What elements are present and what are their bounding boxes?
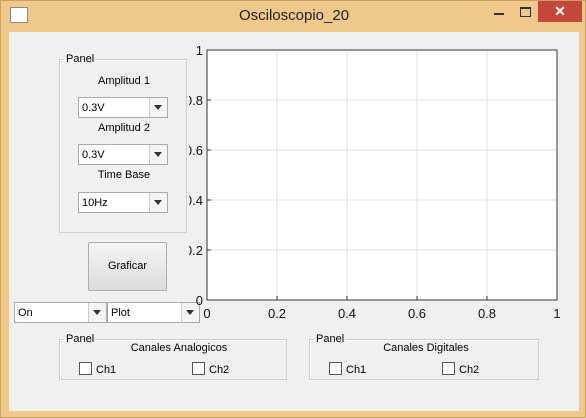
amplitude2-value: 0.3V	[82, 149, 105, 161]
chevron-down-icon	[149, 145, 167, 164]
digital-ch1-checkbox[interactable]: Ch1	[329, 362, 366, 376]
y-tick-label: 0.8	[189, 93, 203, 108]
analog-panel-title: Canales Analogicos	[130, 342, 228, 354]
chevron-down-icon	[88, 303, 106, 322]
digital-ch2-checkbox[interactable]: Ch2	[442, 362, 479, 376]
minimize-button[interactable]	[485, 1, 513, 22]
analog-ch1-label: Ch1	[96, 364, 117, 376]
time-base-value: 10Hz	[82, 197, 108, 209]
analog-channels-panel: Panel	[59, 333, 287, 380]
digital-ch2-label: Ch2	[459, 364, 480, 376]
checkbox-box[interactable]	[192, 362, 205, 375]
y-tick-label: 0.2	[189, 243, 203, 258]
analog-ch2-checkbox[interactable]: Ch2	[192, 362, 229, 376]
time-base-dropdown[interactable]: 10Hz	[78, 192, 168, 213]
chevron-down-icon	[149, 193, 167, 212]
window-title: Osciloscopio_20	[238, 7, 350, 24]
chevron-down-icon	[149, 98, 167, 117]
analog-ch2-label: Ch2	[209, 364, 230, 376]
y-tick-label: 0.6	[189, 143, 203, 158]
settings-panel-legend: Panel	[66, 53, 95, 65]
mode-dropdown[interactable]: On	[14, 302, 107, 323]
x-tick-label: 0.6	[408, 306, 426, 321]
checkbox-box[interactable]	[329, 362, 342, 375]
y-tick-label: 0	[196, 293, 203, 308]
client-area: Panel Amplitud 1 0.3V Amplitud 2 0.3V Ti…	[9, 32, 579, 411]
amplitude2-dropdown[interactable]: 0.3V	[78, 144, 168, 165]
x-tick-label: 0	[203, 306, 210, 321]
graficar-button[interactable]: Graficar	[88, 242, 167, 291]
amplitude1-label: Amplitud 1	[98, 75, 150, 87]
amplitude1-dropdown[interactable]: 0.3V	[78, 97, 168, 118]
x-tick-label: 0.2	[268, 306, 286, 321]
x-tick-label: 0.8	[478, 306, 496, 321]
close-icon: ✕	[554, 3, 566, 19]
amplitude2-label: Amplitud 2	[98, 122, 150, 134]
chevron-down-icon	[181, 303, 199, 322]
mode-value: On	[18, 307, 33, 319]
y-tick-label: 0.4	[189, 193, 203, 208]
close-button[interactable]: ✕	[538, 1, 582, 22]
plot-axes: 0 0.2 0.4 0.6 0.8 1 0 0.2 0.4 0.6 0.8 1	[189, 43, 561, 321]
oscilloscope-plot: 0 0.2 0.4 0.6 0.8 1 0 0.2 0.4 0.6 0.8 1	[189, 43, 561, 321]
digital-panel-legend: Panel	[316, 333, 345, 345]
plot-dropdown[interactable]: Plot	[107, 302, 200, 323]
plot-area	[207, 50, 557, 300]
x-tick-label: 1	[553, 306, 560, 321]
analog-panel-legend: Panel	[66, 333, 95, 345]
digital-ch1-label: Ch1	[346, 364, 367, 376]
plot-value: Plot	[111, 307, 130, 319]
y-tick-label: 1	[196, 43, 203, 58]
plot-frame	[206, 49, 558, 301]
settings-panel: Panel	[59, 53, 187, 233]
checkbox-box[interactable]	[79, 362, 92, 375]
matlab-figure-icon	[10, 7, 28, 23]
title-bar[interactable]: Osciloscopio_20 ✕	[1, 1, 586, 32]
checkbox-box[interactable]	[442, 362, 455, 375]
digital-channels-panel: Panel	[309, 333, 539, 380]
maximize-button[interactable]	[512, 1, 538, 22]
time-base-label: Time Base	[97, 169, 151, 181]
x-tick-label: 0.4	[338, 306, 356, 321]
digital-panel-title: Canales Digitales	[383, 342, 469, 354]
analog-ch1-checkbox[interactable]: Ch1	[79, 362, 116, 376]
amplitude1-value: 0.3V	[82, 102, 105, 114]
